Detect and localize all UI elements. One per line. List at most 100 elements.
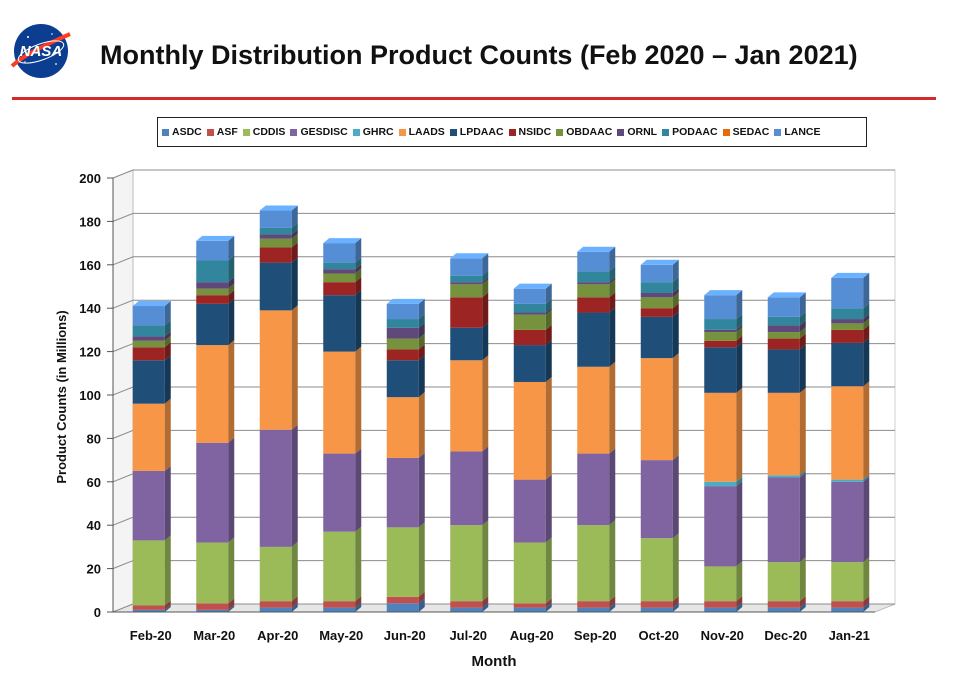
bar-side [799,387,806,476]
bar-segment-laads [386,392,425,458]
bar-segment-nsidc [831,324,870,343]
bar-front [323,243,356,263]
bar-front [196,303,229,346]
bar-front [450,282,483,285]
bar-segment-asdc [640,602,679,612]
bar-segment-obdaac [386,333,425,350]
legend-swatch [352,128,360,136]
bar-top [577,246,616,252]
bar-side [482,602,489,612]
bar-side [672,288,679,298]
bar-segment-podaac [640,277,679,294]
legend-label: ASDC [172,126,202,138]
bar-segment-asf [196,598,235,610]
bar-front [450,601,483,608]
bar-segment-cddis [767,557,806,602]
bar-side [418,314,425,328]
bar-side [164,342,171,361]
bar-front [577,284,610,298]
bar-front [767,316,800,326]
bar-side [545,298,552,313]
bar-side [609,279,616,298]
bar-side [799,470,806,478]
bar-front [196,542,229,604]
bar-front [196,288,229,296]
bar-side [672,277,679,294]
bar-side [672,311,679,359]
bar-front [450,360,483,452]
bar-front [259,210,292,228]
bar-stack-jul-20 [450,253,489,612]
bar-side [164,355,171,404]
bar-side [291,233,298,248]
y-tick-label: 180 [79,214,101,229]
bar-segment-lance [831,272,870,309]
bar-front [704,295,737,320]
bar-segment-gesdisc [323,448,362,532]
bar-stack-jun-20 [386,298,425,612]
bar-side [863,272,870,309]
bar-front [132,347,165,361]
bar-front [704,319,737,330]
bar-segment-obdaac [577,279,616,298]
legend-label: SEDAC [732,126,770,138]
bar-side [164,600,171,610]
bar-segment-podaac [196,255,235,283]
bar-segment-ornl [132,331,171,341]
bar-front [132,605,165,610]
bar-front [577,282,610,285]
bar-front [577,271,610,283]
bar-side [355,257,362,270]
bar-front [386,596,419,604]
bar-segment-asf [704,596,743,608]
bar-side [799,557,806,602]
bar-front [704,340,737,348]
y-tick-label: 80 [87,431,101,446]
bar-side [545,602,552,612]
bar-front [577,607,610,612]
bar-side [164,320,171,337]
bar-side [672,353,679,461]
bar-front [132,360,165,404]
bar-front [640,316,673,359]
x-tick-label: Jun-20 [384,628,426,643]
bar-side [672,303,679,317]
bar-side [736,476,743,487]
y-tick-label: 60 [87,475,101,490]
bar-front [767,325,800,333]
bar-front [831,562,864,602]
bar-segment-obdaac [513,309,552,330]
bar-front [831,329,864,343]
bar-front [831,386,864,480]
bar-side [799,344,806,393]
bar-top [767,292,806,298]
bar-front [259,429,292,547]
bar-front [196,345,229,443]
bar-segment-gesdisc [132,465,171,541]
bar-segment-asf [450,596,489,608]
bar-side [863,557,870,602]
bar-segment-ornl [450,277,489,285]
bar-top [196,235,235,241]
bar-segment-nsidc [386,344,425,361]
bar-segment-ghrc [831,474,870,482]
bar-segment-asdc [767,602,806,612]
bar-front [767,332,800,339]
bar-segment-laads [513,376,552,480]
x-tick-label: May-20 [319,628,363,643]
bar-side [291,257,298,311]
bar-front [450,258,483,276]
bar-segment-obdaac [640,292,679,309]
bar-front [704,607,737,612]
bar-stack-feb-20 [132,301,171,612]
legend-swatch [206,128,214,136]
bar-front [640,538,673,602]
bar-segment-obdaac [831,318,870,330]
bar-segment-asdc [132,604,171,612]
bar-front [386,349,419,361]
bar-side [291,596,298,608]
bar-segment-cddis [450,520,489,602]
bar-front [386,338,419,350]
bar-front [577,297,610,313]
bar-side [545,340,552,382]
